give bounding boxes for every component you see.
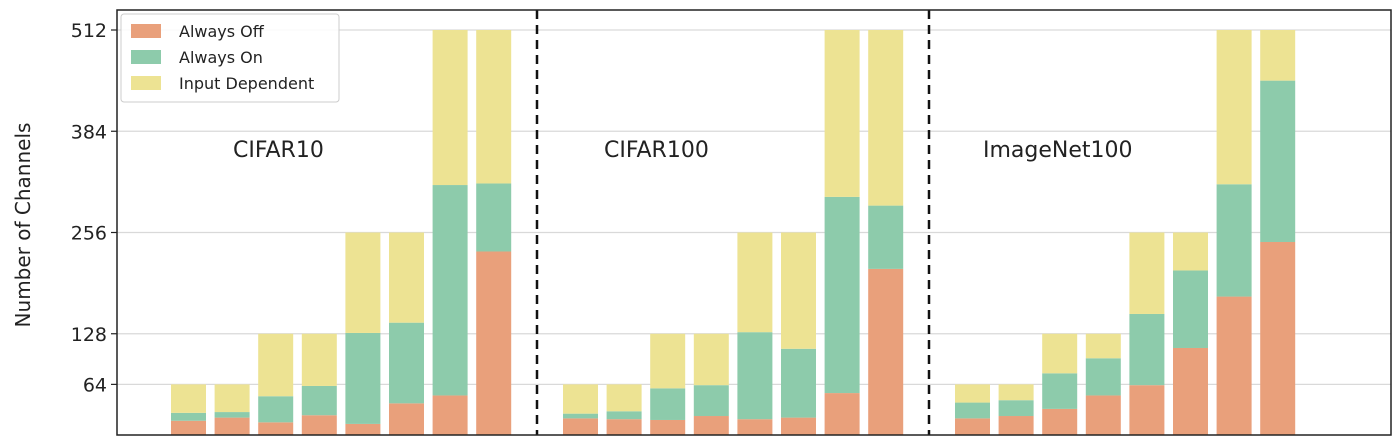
bar-segment-input-dependent bbox=[868, 30, 904, 206]
bar-segment-always-off bbox=[1173, 347, 1208, 435]
bar-segment-always-on bbox=[737, 332, 773, 420]
bar-segment-always-on bbox=[432, 185, 468, 396]
bar-segment-input-dependent bbox=[1085, 333, 1121, 359]
bar-segment-input-dependent bbox=[955, 384, 990, 403]
bar-segment-input-dependent bbox=[476, 30, 512, 184]
bar-segment-input-dependent bbox=[1216, 30, 1252, 185]
bar-segment-always-off bbox=[737, 419, 773, 435]
bar-segment-input-dependent bbox=[432, 30, 468, 186]
bar-segment-always-off bbox=[1129, 385, 1165, 435]
bar-segment-always-on bbox=[998, 400, 1034, 417]
bar-segment-always-on bbox=[781, 348, 816, 418]
bar-segment-input-dependent bbox=[171, 384, 206, 413]
bar-segment-always-off bbox=[868, 268, 904, 435]
bar-segment-always-on bbox=[258, 396, 294, 423]
bar-segment-always-on bbox=[301, 385, 337, 416]
bar-segment-input-dependent bbox=[1173, 232, 1208, 271]
bar-segment-always-off bbox=[476, 251, 512, 435]
bar-segment-always-on bbox=[171, 412, 206, 421]
group-separators bbox=[535, 10, 931, 435]
bar-segment-always-on bbox=[1129, 313, 1165, 386]
bar-segment-input-dependent bbox=[650, 333, 686, 389]
bar-segment-always-off bbox=[998, 416, 1034, 435]
group-label: CIFAR100 bbox=[604, 138, 709, 163]
plot-frame bbox=[116, 9, 1392, 436]
bar-segment-input-dependent bbox=[781, 232, 816, 349]
bar-segment-always-off bbox=[955, 418, 990, 435]
bar-segment-always-off bbox=[650, 419, 686, 435]
bar-segment-input-dependent bbox=[824, 30, 860, 197]
legend-label: Input Dependent bbox=[179, 74, 314, 93]
bar-segment-input-dependent bbox=[258, 333, 294, 397]
y-tick-label: 256 bbox=[71, 223, 107, 245]
bar-segment-always-off bbox=[1085, 395, 1121, 435]
bar-segment-always-on bbox=[1085, 358, 1121, 396]
bar-segment-always-off bbox=[171, 420, 206, 435]
group-labels: CIFAR10 CIFAR100 ImageNet100 bbox=[233, 138, 1133, 163]
bar-segment-always-on bbox=[1216, 184, 1252, 297]
y-axis-ticks: 64 128 256 384 512 bbox=[71, 20, 117, 396]
bar-segment-always-on bbox=[824, 196, 860, 394]
legend-swatch bbox=[131, 24, 161, 38]
y-tick-label: 128 bbox=[71, 324, 107, 346]
bar-segment-input-dependent bbox=[345, 232, 381, 333]
bar-segment-always-on bbox=[650, 388, 686, 420]
bar-segment-input-dependent bbox=[693, 333, 729, 386]
y-tick-label: 384 bbox=[71, 121, 107, 143]
bar-segment-input-dependent bbox=[563, 384, 598, 414]
bars bbox=[171, 30, 1296, 435]
bar-segment-always-on bbox=[476, 183, 512, 252]
bar-segment-input-dependent bbox=[1042, 333, 1078, 374]
bar-segment-always-off bbox=[781, 417, 816, 435]
group-label: ImageNet100 bbox=[983, 138, 1133, 163]
legend-box bbox=[120, 13, 340, 103]
bar-segment-always-off bbox=[432, 395, 468, 435]
legend-swatch bbox=[131, 50, 161, 64]
legend: Always Off Always On Input Dependent bbox=[120, 13, 340, 103]
bar-segment-input-dependent bbox=[606, 384, 642, 412]
legend-label: Always Off bbox=[179, 22, 265, 41]
legend-swatch bbox=[131, 76, 161, 90]
bar-segment-always-off bbox=[258, 422, 294, 435]
bar-segment-always-on bbox=[606, 411, 642, 420]
group-label: CIFAR10 bbox=[233, 138, 324, 163]
bar-segment-input-dependent bbox=[1129, 232, 1165, 314]
y-tick-label: 64 bbox=[83, 374, 107, 396]
bar-segment-always-off bbox=[1260, 241, 1296, 435]
bar-segment-input-dependent bbox=[737, 232, 773, 333]
bar-segment-always-off bbox=[693, 416, 729, 435]
bar-segment-always-off bbox=[606, 419, 642, 435]
bar-segment-always-off bbox=[345, 423, 381, 435]
bar-segment-always-on bbox=[1173, 270, 1208, 348]
bar-segment-always-on bbox=[1260, 80, 1296, 242]
y-tick-label: 512 bbox=[71, 20, 107, 42]
bar-segment-always-off bbox=[824, 393, 860, 435]
bar-segment-input-dependent bbox=[214, 384, 250, 413]
bar-segment-always-off bbox=[1216, 296, 1252, 435]
bar-segment-always-on bbox=[389, 322, 424, 404]
bar-segment-always-off bbox=[563, 418, 598, 435]
bar-segment-input-dependent bbox=[1260, 30, 1296, 81]
bar-segment-always-on bbox=[955, 402, 990, 419]
bar-segment-always-on bbox=[563, 413, 598, 419]
bar-segment-always-on bbox=[693, 385, 729, 417]
bar-segment-always-on bbox=[1042, 373, 1078, 409]
bar-segment-always-off bbox=[301, 415, 337, 435]
bar-segment-always-on bbox=[868, 205, 904, 269]
bar-segment-always-on bbox=[214, 412, 250, 418]
bar-segment-always-off bbox=[389, 403, 424, 435]
bar-segment-input-dependent bbox=[301, 333, 337, 386]
y-axis-title: Number of Channels bbox=[11, 123, 35, 328]
bar-segment-input-dependent bbox=[998, 384, 1034, 401]
bar-segment-always-off bbox=[1042, 408, 1078, 435]
legend-label: Always On bbox=[179, 48, 263, 67]
bar-segment-always-on bbox=[345, 332, 381, 424]
bar-segment-input-dependent bbox=[389, 232, 424, 323]
bar-segment-always-off bbox=[214, 417, 250, 435]
